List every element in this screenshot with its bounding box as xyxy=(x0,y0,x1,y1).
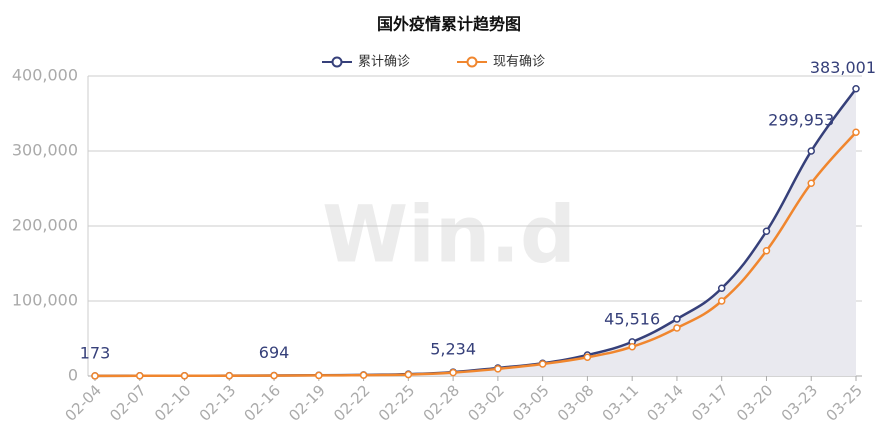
x-tick-label: 03-02 xyxy=(464,381,508,425)
y-tick-label: 400,000 xyxy=(12,66,78,85)
area xyxy=(95,88,856,376)
x-tick-label: 03-08 xyxy=(554,381,598,425)
x-tick-label: 02-22 xyxy=(330,381,374,425)
point xyxy=(807,147,815,155)
value-label: 5,234 xyxy=(430,340,476,359)
legend-label: 现有确诊 xyxy=(493,55,545,70)
x-tick-label: 02-19 xyxy=(285,381,329,425)
x-tick-label: 02-10 xyxy=(151,381,195,425)
legend-item: 现有确诊 xyxy=(457,55,545,70)
point xyxy=(762,247,771,255)
point xyxy=(225,371,234,380)
legend-item: 累计确诊 xyxy=(322,55,410,70)
point xyxy=(807,179,815,187)
point xyxy=(538,360,547,368)
point xyxy=(762,227,771,235)
watermark: Win.d xyxy=(322,190,576,280)
value-label: 173 xyxy=(80,343,111,362)
point xyxy=(315,371,323,380)
x-tick-label: 02-28 xyxy=(420,381,464,425)
legend-marker xyxy=(331,56,343,68)
legend-marker xyxy=(466,56,478,68)
point xyxy=(449,368,457,377)
point xyxy=(717,284,726,292)
point xyxy=(673,324,681,332)
x-tick-label: 03-11 xyxy=(599,381,643,425)
value-label: 694 xyxy=(259,343,290,362)
point xyxy=(180,371,189,380)
x-tick-label: 02-07 xyxy=(106,381,150,425)
y-tick-label: 100,000 xyxy=(12,291,78,310)
x-tick-label: 03-20 xyxy=(733,381,777,425)
x-tick-label: 03-17 xyxy=(688,381,732,425)
x-tick-label: 02-16 xyxy=(241,381,285,425)
y-tick-label: 0 xyxy=(68,366,78,385)
x-tick-label: 02-25 xyxy=(375,381,419,425)
x-tick-label: 02-13 xyxy=(196,381,240,425)
value-label: 45,516 xyxy=(604,309,660,328)
point xyxy=(494,365,502,373)
point xyxy=(628,343,636,351)
x-tick-label: 03-25 xyxy=(822,381,866,425)
point xyxy=(717,297,726,305)
value-label: 299,953 xyxy=(768,111,834,130)
point xyxy=(136,372,144,380)
point xyxy=(91,372,99,380)
point xyxy=(270,371,278,380)
point xyxy=(673,315,681,323)
point xyxy=(852,84,860,93)
value-label: 383,001 xyxy=(810,58,876,77)
chart-title: 国外疫情累计趋势图 xyxy=(377,15,521,34)
point xyxy=(583,353,592,361)
x-tick-label: 03-05 xyxy=(509,381,553,425)
point xyxy=(852,128,860,136)
x-tick-label: 02-04 xyxy=(61,381,105,425)
point xyxy=(359,371,368,379)
x-tick-label: 03-23 xyxy=(778,381,822,425)
point xyxy=(404,370,413,379)
legend-label: 累计确诊 xyxy=(358,55,410,70)
y-tick-label: 200,000 xyxy=(12,216,78,235)
y-tick-label: 300,000 xyxy=(12,141,78,160)
x-tick-label: 03-14 xyxy=(643,381,687,425)
